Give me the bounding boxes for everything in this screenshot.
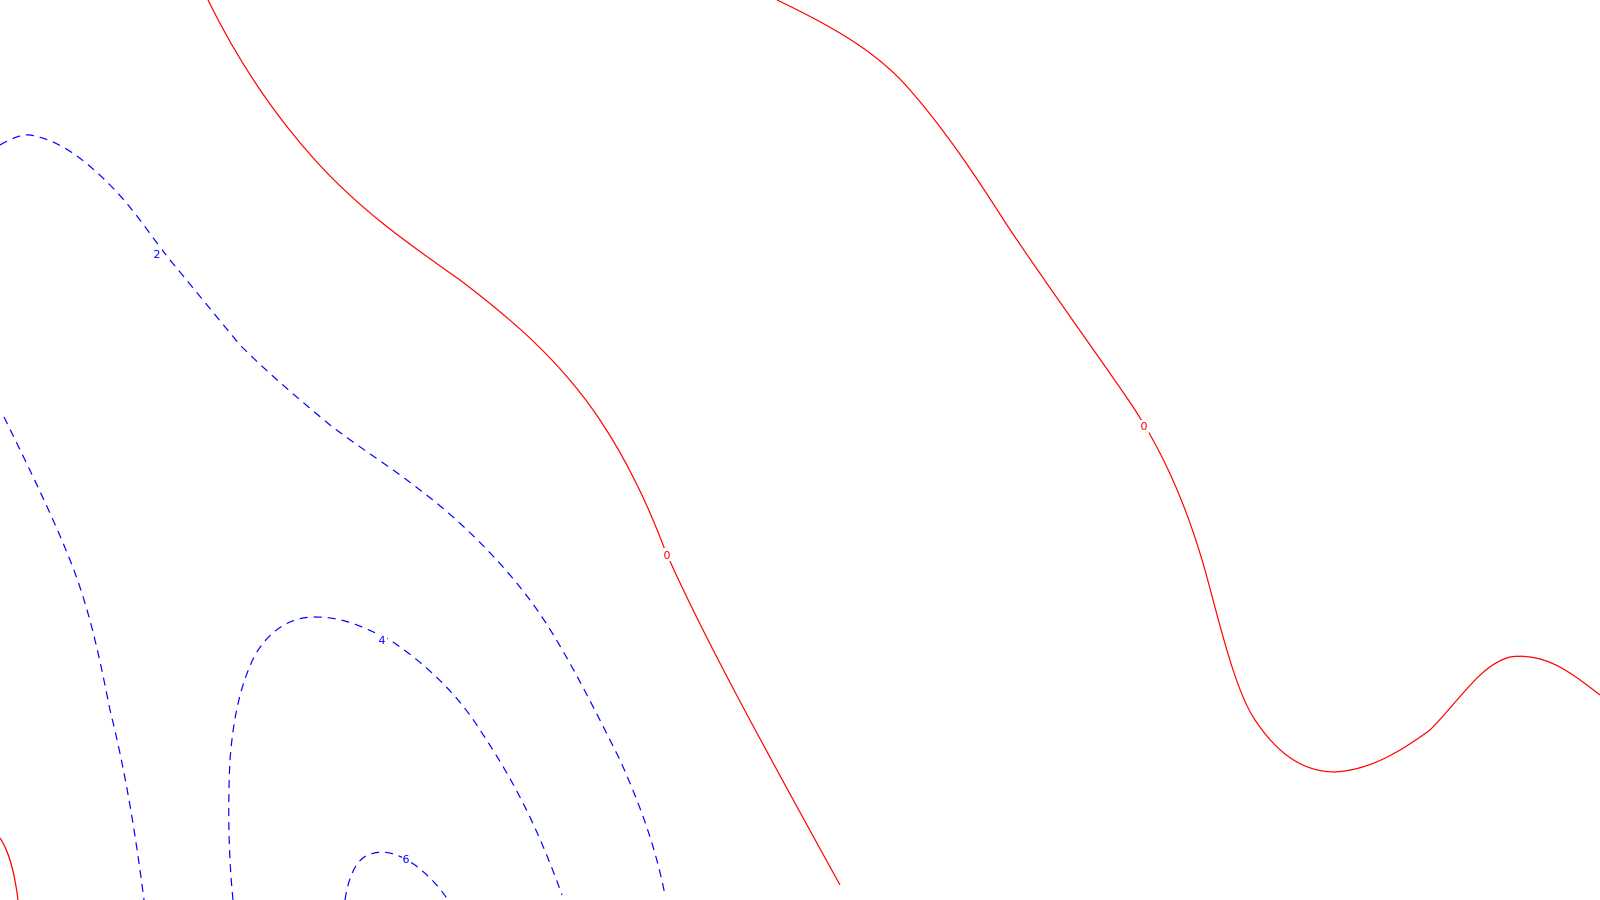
contour-line-two-upper — [0, 134, 666, 896]
contour-label-zero-left-group: 0 — [663, 548, 672, 562]
contour-label-six-group: 6 — [402, 853, 411, 866]
contour-line-four — [228, 616, 563, 900]
contour-label-zero-right-group: 0 — [1140, 420, 1149, 433]
contour-label-four-group: 4 — [378, 634, 387, 647]
contour-line-six — [344, 851, 449, 900]
contour-line-two-lower-left — [3, 416, 145, 900]
contour-label-two-upper-group: 2 — [153, 247, 162, 261]
contour-label-six: 6 — [403, 853, 410, 866]
contour-line-zero-left — [207, 0, 841, 886]
contour-line-zero-right — [776, 0, 1600, 773]
contour-line-zero-bottom-left — [0, 837, 19, 900]
contour-label-four: 4 — [379, 634, 386, 647]
contour-label-zero-right: 0 — [1141, 420, 1148, 433]
contour-label-zero-left: 0 — [664, 549, 671, 562]
contour-label-two-upper: 2 — [154, 248, 161, 261]
